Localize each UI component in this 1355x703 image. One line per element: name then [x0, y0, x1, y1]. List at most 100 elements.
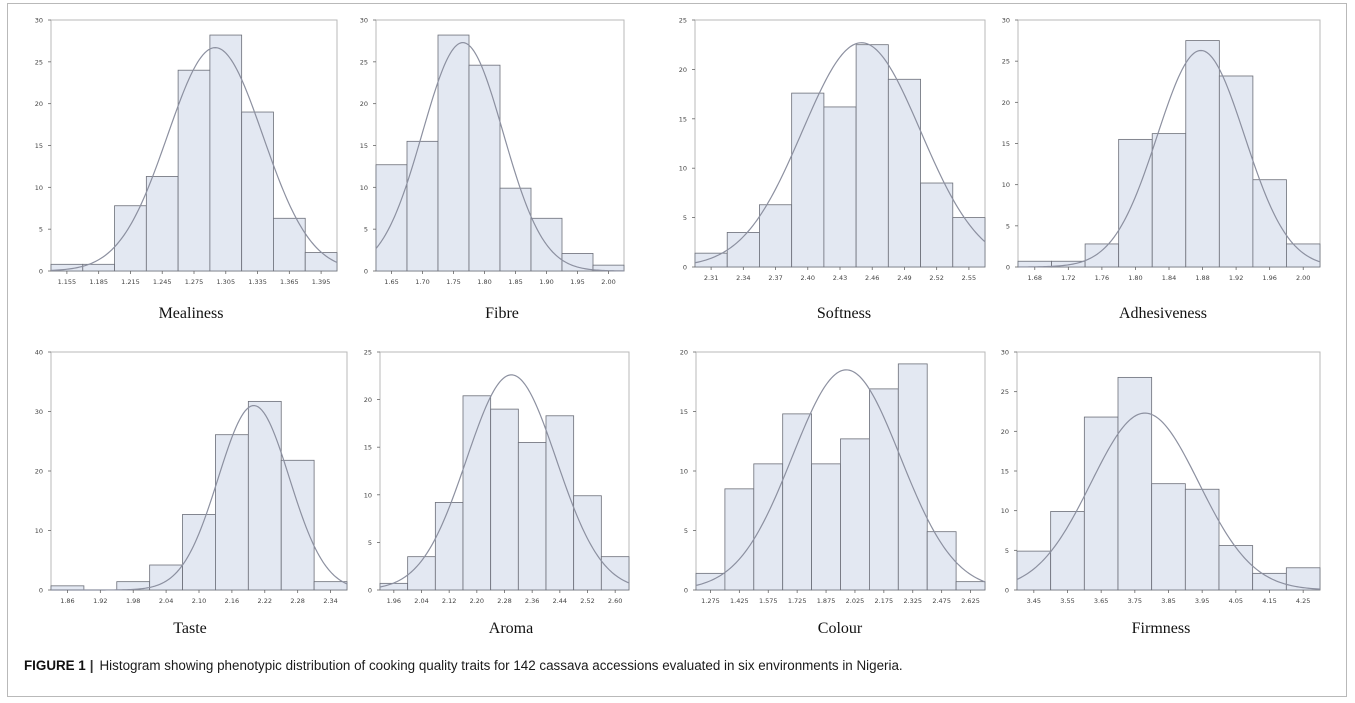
histogram-bar: [545, 415, 575, 591]
x-tick-label: 2.22: [258, 597, 272, 605]
y-tick-label: 10: [679, 165, 687, 173]
chart-firmness: 0 5 10 15 20 25 30 3.45 3.55 3.65 3.75 3.85 3.95 4.05…: [1001, 349, 1321, 637]
x-tick-label: 1.72: [1061, 274, 1075, 282]
histogram-bar: [462, 395, 492, 591]
x-tick-label: 1.95: [570, 278, 584, 286]
x-tick-label: 1.395: [312, 278, 331, 286]
x-tick-label: 1.335: [248, 278, 267, 286]
y-tick-label: 0: [684, 587, 688, 595]
y-tick-label: 40: [35, 349, 43, 357]
histogram-bar: [726, 232, 760, 268]
y-tick-label: 5: [1006, 222, 1010, 230]
histogram-bar: [247, 400, 282, 591]
normal-curve: [51, 404, 348, 591]
histogram-bar: [897, 363, 928, 591]
x-tick-label: 3.95: [1195, 597, 1209, 605]
y-tick-label: 30: [1001, 349, 1009, 357]
histogram-bar: [434, 502, 464, 591]
y-tick-label: 5: [364, 226, 368, 234]
x-tick-label: 2.55: [962, 274, 976, 282]
x-tick-label: 2.44: [553, 597, 567, 605]
y-tick-label: 15: [679, 115, 687, 123]
histogram-bar: [1252, 572, 1287, 591]
x-tick-label: 1.245: [153, 278, 172, 286]
x-tick-label: 2.00: [601, 278, 615, 286]
y-tick-label: 20: [1002, 99, 1010, 107]
histogram-bar: [782, 413, 813, 591]
normal-curve: [379, 374, 630, 588]
histogram-bar: [1117, 376, 1153, 591]
y-tick-label: 0: [39, 268, 43, 276]
y-tick-label: 30: [1002, 17, 1010, 25]
x-tick-label: 1.875: [817, 597, 836, 605]
normal-curve: [695, 369, 986, 587]
chart-title-taste: Taste: [173, 620, 207, 637]
histogram-bar: [280, 459, 315, 591]
y-tick-label: 10: [360, 184, 368, 192]
y-tick-label: 20: [679, 66, 687, 74]
x-tick-label: 1.425: [730, 597, 749, 605]
y-tick-label: 20: [680, 349, 688, 357]
x-tick-label: 2.04: [159, 597, 173, 605]
x-tick-label: 1.275: [701, 597, 720, 605]
chart-taste: 0 10 20 30 40 1.86 1.92 1.98 2.04 2.10 2.16 2.22 2.2…: [35, 349, 348, 637]
figure-frame: [7, 3, 1347, 697]
y-tick-label: 0: [1005, 587, 1009, 595]
x-tick-label: 1.84: [1162, 274, 1176, 282]
histogram-bar: [1218, 75, 1254, 268]
y-tick-label: 15: [360, 142, 368, 150]
x-tick-label: 1.85: [508, 278, 522, 286]
chart-title-adhesiveness: Adhesiveness: [1119, 305, 1207, 322]
histogram-bar: [50, 585, 85, 591]
chart-title-fibre: Fibre: [485, 305, 519, 322]
histogram-bar: [759, 204, 793, 268]
x-tick-label: 2.52: [929, 274, 943, 282]
histogram-bar: [724, 488, 755, 591]
histogram-bar: [468, 64, 501, 272]
y-tick-label: 25: [679, 17, 687, 25]
x-tick-label: 2.175: [875, 597, 894, 605]
x-tick-label: 2.34: [736, 274, 750, 282]
x-tick-label: 1.80: [477, 278, 491, 286]
y-tick-label: 5: [683, 214, 687, 222]
x-tick-label: 2.28: [497, 597, 511, 605]
x-tick-label: 2.12: [442, 597, 456, 605]
y-tick-label: 20: [1001, 428, 1009, 436]
x-tick-label: 1.76: [1095, 274, 1109, 282]
x-tick-label: 1.86: [60, 597, 74, 605]
y-tick-label: 25: [35, 58, 43, 66]
x-tick-label: 2.46: [865, 274, 879, 282]
histogram-bar: [177, 69, 211, 272]
y-tick-label: 0: [1006, 264, 1010, 272]
x-tick-label: 1.92: [93, 597, 107, 605]
x-tick-label: 1.75: [446, 278, 460, 286]
x-tick-label: 2.52: [580, 597, 594, 605]
y-tick-label: 30: [360, 17, 368, 25]
histogram-bar: [1083, 416, 1119, 591]
y-tick-label: 10: [35, 527, 43, 535]
histogram-bar: [145, 176, 179, 272]
chart-title-mealiness: Mealiness: [159, 305, 224, 322]
y-tick-label: 30: [35, 408, 43, 416]
histogram-bar: [437, 34, 470, 272]
x-tick-label: 1.96: [387, 597, 401, 605]
x-tick-label: 2.28: [290, 597, 304, 605]
x-tick-label: 2.36: [525, 597, 539, 605]
y-tick-label: 0: [683, 264, 687, 272]
y-tick-label: 5: [684, 527, 688, 535]
chart-title-firmness: Firmness: [1132, 620, 1191, 637]
y-tick-label: 25: [1002, 58, 1010, 66]
chart-title-colour: Colour: [818, 620, 863, 637]
chart-title-aroma: Aroma: [489, 620, 533, 637]
histogram-bar: [1084, 243, 1120, 268]
x-tick-label: 1.96: [1262, 274, 1276, 282]
x-tick-label: 2.31: [704, 274, 718, 282]
x-tick-label: 1.275: [185, 278, 204, 286]
x-tick-label: 1.305: [216, 278, 235, 286]
histogram-bar: [490, 408, 519, 591]
x-tick-label: 3.55: [1060, 597, 1074, 605]
y-tick-label: 25: [1001, 388, 1009, 396]
x-tick-label: 1.185: [89, 278, 108, 286]
y-tick-label: 15: [35, 142, 43, 150]
y-tick-label: 15: [680, 408, 688, 416]
